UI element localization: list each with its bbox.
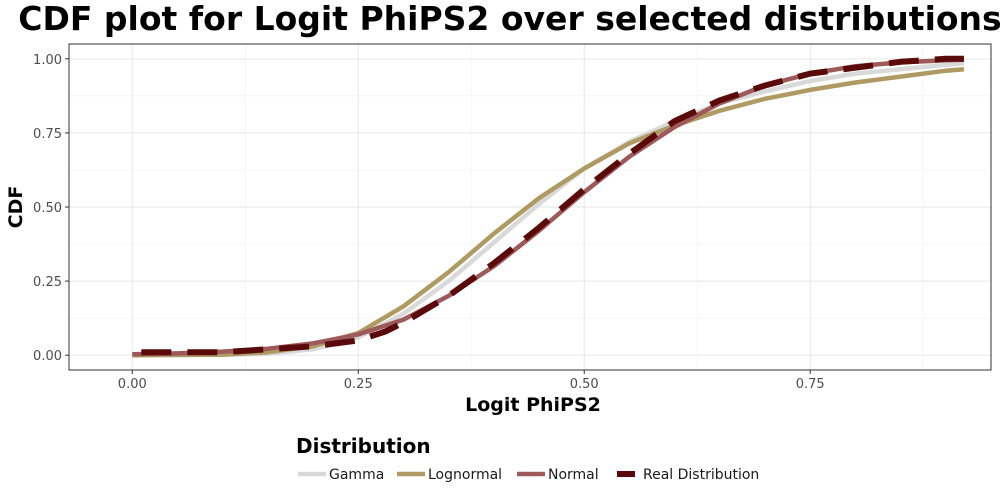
y-tick-label: 0.50 (33, 201, 62, 216)
plot-area: 0.00 0.25 0.50 0.75 0.00 0.25 0.50 0.75 1.00 (33, 43, 992, 392)
legend-label-lognormal: Lognormal (428, 467, 502, 483)
y-tick-label: 0.25 (33, 275, 62, 290)
chart-title: CDF plot for Logit PhiPS2 over selected … (18, 0, 1000, 38)
series-line-lognormal (132, 66, 965, 358)
series-line-real-distribution (141, 55, 964, 356)
y-tick-label: 1.00 (33, 53, 62, 68)
y-tick-label: 0.00 (33, 349, 62, 364)
y-tick-label: 0.75 (33, 127, 62, 142)
x-tick-label: 0.50 (570, 377, 599, 392)
x-tick-label: 0.75 (796, 377, 825, 392)
x-tick-label: 0.00 (118, 377, 147, 392)
legend-label-gamma: Gamma (329, 467, 384, 483)
legend: Gamma Lognormal Normal Real Distribution (298, 467, 759, 483)
x-tick-label: 0.25 (344, 377, 373, 392)
legend-title: Distribution (296, 434, 431, 458)
legend-label-normal: Normal (548, 467, 599, 483)
x-axis-title: Logit PhiPS2 (465, 394, 601, 416)
y-axis-title: CDF (5, 186, 27, 229)
legend-label-real-distribution: Real Distribution (643, 467, 759, 483)
